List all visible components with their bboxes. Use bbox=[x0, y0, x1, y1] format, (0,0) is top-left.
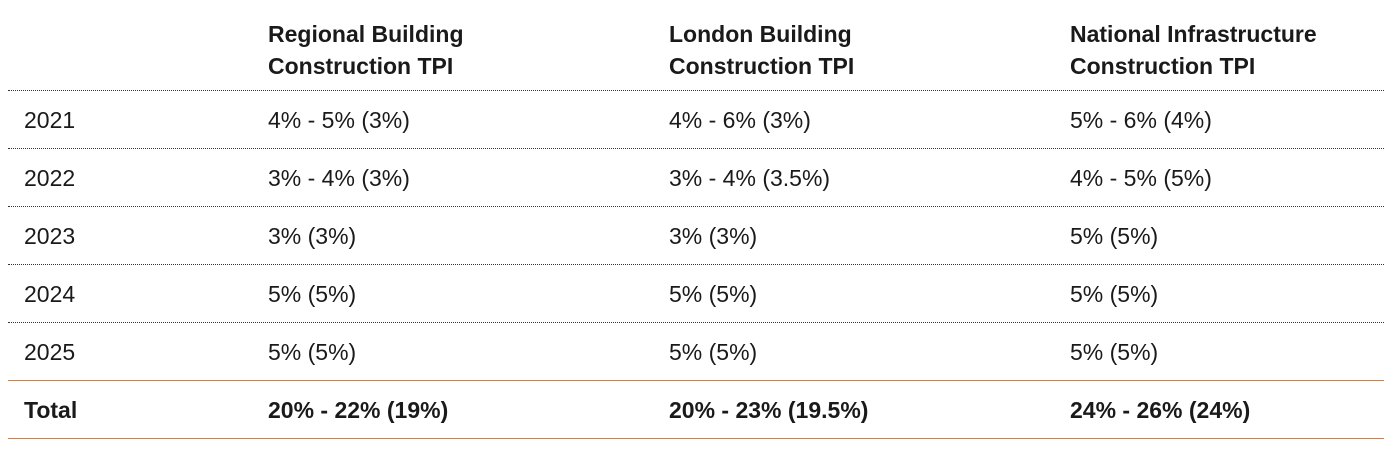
total-row: Total 20% - 22% (19%) 20% - 23% (19.5%) … bbox=[8, 381, 1384, 439]
london-total-cell: 20% - 23% (19.5%) bbox=[669, 396, 869, 423]
year-cell: 2023 bbox=[24, 222, 76, 249]
table-header-row: Regional Building Construction TPI Londo… bbox=[8, 0, 1384, 91]
regional-value-cell: 4% - 5% (3%) bbox=[268, 106, 410, 133]
national-total-cell: 24% - 26% (24%) bbox=[1070, 396, 1251, 423]
year-cell: 2024 bbox=[24, 280, 76, 307]
regional-value-cell: 5% (5%) bbox=[268, 280, 357, 307]
total-label: Total bbox=[24, 396, 78, 423]
table-row: 2021 4% - 5% (3%) 4% - 6% (3%) 5% - 6% (… bbox=[8, 91, 1384, 149]
national-value-cell: 5% (5%) bbox=[1070, 222, 1159, 249]
national-value-cell: 5% - 6% (4%) bbox=[1070, 106, 1212, 133]
london-value-cell: 5% (5%) bbox=[669, 338, 758, 365]
header-london-building: London Building Construction TPI bbox=[669, 18, 1070, 82]
regional-total-cell: 20% - 22% (19%) bbox=[268, 396, 449, 423]
regional-value-cell: 5% (5%) bbox=[268, 338, 357, 365]
header-line: London Building bbox=[669, 21, 852, 47]
tpi-forecast-table: Regional Building Construction TPI Londo… bbox=[8, 0, 1384, 439]
london-value-cell: 3% (3%) bbox=[669, 222, 758, 249]
table-row: 2022 3% - 4% (3%) 3% - 4% (3.5%) 4% - 5%… bbox=[8, 149, 1384, 207]
year-cell: 2022 bbox=[24, 164, 76, 191]
table-row: 2024 5% (5%) 5% (5%) 5% (5%) bbox=[8, 265, 1384, 323]
regional-value-cell: 3% - 4% (3%) bbox=[268, 164, 410, 191]
year-cell: 2025 bbox=[24, 338, 76, 365]
regional-value-cell: 3% (3%) bbox=[268, 222, 357, 249]
national-value-cell: 5% (5%) bbox=[1070, 280, 1159, 307]
national-value-cell: 4% - 5% (5%) bbox=[1070, 164, 1212, 191]
header-line: Construction TPI bbox=[268, 53, 454, 79]
london-value-cell: 5% (5%) bbox=[669, 280, 758, 307]
table-row: 2023 3% (3%) 3% (3%) 5% (5%) bbox=[8, 207, 1384, 265]
national-value-cell: 5% (5%) bbox=[1070, 338, 1159, 365]
header-line: National Infrastructure bbox=[1070, 21, 1317, 47]
header-national-infrastructure: National Infrastructure Construction TPI bbox=[1070, 18, 1384, 82]
header-line: Construction TPI bbox=[669, 53, 855, 79]
header-line: Regional Building bbox=[268, 21, 464, 47]
london-value-cell: 3% - 4% (3.5%) bbox=[669, 164, 831, 191]
london-value-cell: 4% - 6% (3%) bbox=[669, 106, 811, 133]
header-line: Construction TPI bbox=[1070, 53, 1256, 79]
table-row: 2025 5% (5%) 5% (5%) 5% (5%) bbox=[8, 323, 1384, 381]
year-cell: 2021 bbox=[24, 106, 76, 133]
header-regional-building: Regional Building Construction TPI bbox=[268, 18, 669, 82]
